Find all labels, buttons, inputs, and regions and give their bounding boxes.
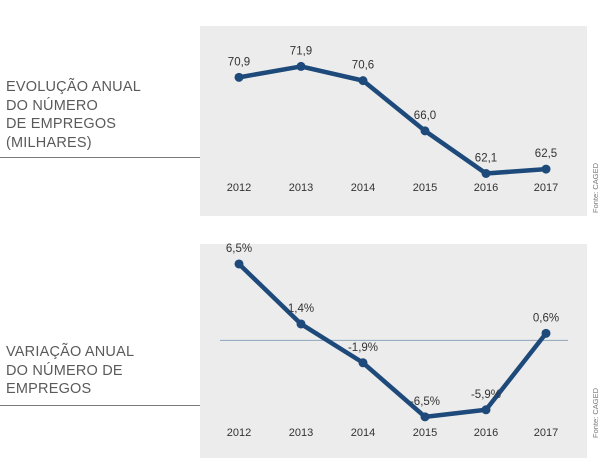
data-label: 66,0 (414, 110, 436, 122)
x-tick-label: 2013 (289, 427, 313, 439)
data-point (358, 76, 368, 86)
chart-2-title-line: VARIAÇÃO ANUAL (6, 344, 135, 360)
data-point (541, 328, 551, 338)
chart-2-title-line: DO NÚMERO DE (6, 362, 123, 379)
x-tick-label: 2017 (534, 427, 558, 439)
x-tick-label: 2014 (351, 427, 375, 439)
chart-1-title: EVOLUÇÃO ANUAL DO NÚMERO DE EMPREGOS (MI… (6, 78, 141, 152)
chart-2-title: VARIAÇÃO ANUAL DO NÚMERO DE EMPREGOS (6, 343, 134, 399)
x-tick-label: 2012 (227, 427, 251, 439)
x-tick-label: 2013 (289, 182, 313, 194)
data-point (296, 319, 306, 329)
data-point (358, 358, 368, 368)
data-point (234, 259, 244, 269)
chart-1-title-line: EVOLUÇÃO ANUAL (6, 79, 141, 95)
chart-2-title-line: EMPREGOS (6, 381, 92, 397)
data-label: -5,9% (471, 389, 501, 401)
data-point (541, 164, 551, 174)
chart-1-title-line: DO NÚMERO (6, 97, 99, 114)
data-label: 62,5 (535, 148, 557, 160)
chart-2-divider (0, 405, 200, 406)
series-line (236, 261, 549, 420)
series-line (236, 64, 549, 176)
x-tick-label: 2014 (351, 182, 375, 194)
x-tick-label: 2015 (413, 427, 437, 439)
data-point (234, 72, 244, 82)
chart-1-divider (0, 157, 200, 158)
chart-1-title-line: (MILHARES) (6, 134, 92, 151)
data-label: 71,9 (290, 45, 312, 57)
data-label: 0,6% (533, 312, 559, 324)
data-label: 62,1 (475, 152, 497, 164)
data-label: 70,9 (228, 56, 250, 68)
data-label: -6,5% (410, 396, 440, 408)
data-point (481, 405, 491, 415)
chart-2-panel (200, 244, 587, 458)
x-tick-label: 2015 (413, 182, 437, 194)
chart-1-title-line: DE EMPREGOS (6, 116, 117, 132)
data-point (481, 168, 491, 178)
x-tick-label: 2017 (534, 182, 558, 194)
data-point (420, 412, 430, 422)
x-tick-label: 2012 (227, 182, 251, 194)
data-label: 6,5% (226, 243, 252, 255)
data-label: 70,6 (352, 60, 374, 72)
data-label: 1,4% (288, 303, 314, 315)
x-tick-label: 2016 (474, 427, 498, 439)
data-point (420, 126, 430, 136)
chart-1-panel (200, 26, 587, 216)
data-point (296, 61, 306, 71)
data-label: -1,9% (348, 342, 378, 354)
x-tick-label: 2016 (474, 182, 498, 194)
